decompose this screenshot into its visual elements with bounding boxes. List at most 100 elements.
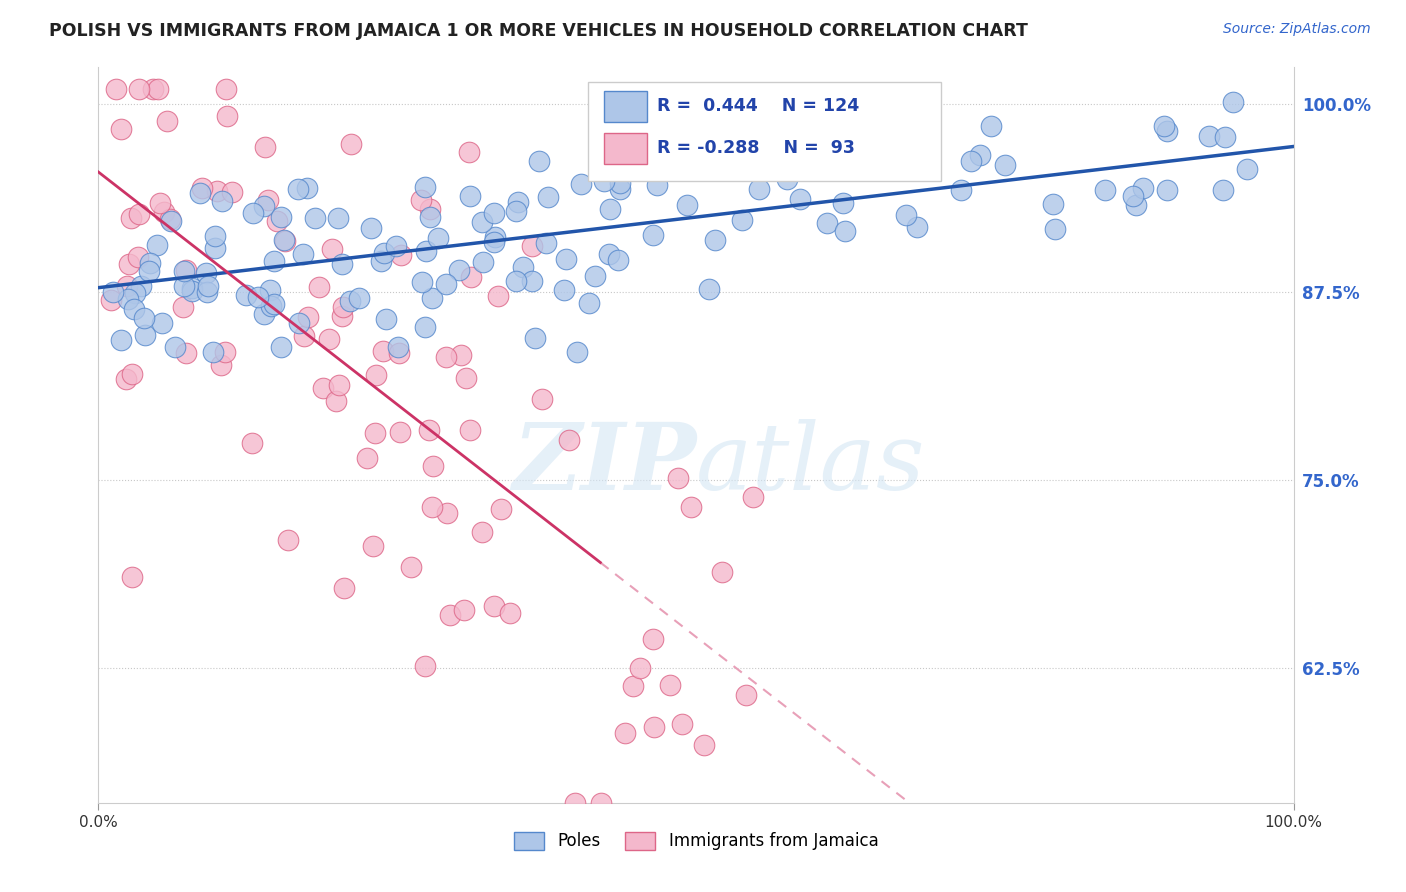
Point	[273, 234, 295, 248]
Point	[188, 186, 211, 200]
Point	[741, 490, 763, 504]
Point	[499, 606, 522, 620]
Point	[163, 340, 186, 354]
Point	[697, 282, 720, 296]
Point	[195, 266, 218, 280]
Point	[160, 213, 183, 227]
Point	[1042, 197, 1064, 211]
Point	[389, 248, 412, 262]
Point	[121, 211, 143, 225]
Point	[439, 607, 461, 622]
Point	[609, 177, 631, 191]
Point	[420, 291, 443, 305]
Point	[273, 233, 295, 247]
Point	[457, 145, 479, 160]
Point	[447, 263, 470, 277]
Point	[209, 358, 232, 372]
Point	[366, 368, 388, 382]
Point	[969, 148, 991, 162]
Point	[117, 292, 139, 306]
Point	[370, 254, 392, 268]
Point	[292, 329, 315, 343]
Point	[628, 661, 651, 675]
Point	[411, 275, 433, 289]
Point	[202, 345, 225, 359]
Point	[693, 738, 716, 752]
Point	[537, 190, 560, 204]
Point	[384, 239, 406, 253]
Point	[387, 340, 409, 354]
Point	[512, 260, 534, 275]
Point	[204, 229, 226, 244]
Point	[259, 283, 281, 297]
Text: R = -0.288    N =  93: R = -0.288 N = 93	[657, 139, 855, 157]
Point	[658, 677, 681, 691]
Point	[110, 122, 132, 136]
Point	[173, 279, 195, 293]
Point	[419, 202, 441, 216]
Point	[789, 192, 811, 206]
Point	[1132, 181, 1154, 195]
Point	[831, 196, 853, 211]
Point	[418, 423, 440, 437]
Point	[263, 296, 285, 310]
Point	[1125, 198, 1147, 212]
Point	[524, 331, 547, 345]
Point	[214, 345, 236, 359]
Point	[411, 193, 433, 207]
Point	[138, 264, 160, 278]
Point	[326, 211, 349, 226]
Point	[486, 289, 509, 303]
Point	[419, 210, 441, 224]
Point	[150, 316, 173, 330]
Point	[191, 180, 214, 194]
Point	[450, 348, 472, 362]
Point	[297, 181, 319, 195]
Point	[422, 500, 444, 515]
Point	[146, 238, 169, 252]
Point	[240, 436, 263, 450]
Point	[128, 207, 150, 221]
Point	[534, 236, 557, 251]
Point	[103, 285, 125, 300]
Point	[297, 310, 319, 325]
Point	[1156, 124, 1178, 138]
Point	[304, 211, 326, 225]
Point	[522, 274, 544, 288]
Legend: Poles, Immigrants from Jamaica: Poles, Immigrants from Jamaica	[508, 825, 884, 857]
Point	[197, 279, 219, 293]
Point	[339, 136, 361, 151]
Point	[156, 113, 179, 128]
Point	[242, 206, 264, 220]
Point	[118, 257, 141, 271]
Point	[460, 423, 482, 437]
Point	[292, 246, 315, 260]
Point	[593, 174, 616, 188]
Point	[471, 525, 494, 540]
Point	[554, 252, 576, 266]
Point	[583, 268, 606, 283]
Point	[422, 459, 444, 474]
Point	[235, 288, 257, 302]
Point	[815, 216, 838, 230]
Point	[128, 82, 150, 96]
Point	[312, 381, 335, 395]
Point	[641, 632, 664, 647]
Point	[413, 659, 436, 673]
Point	[434, 277, 457, 291]
Point	[531, 392, 554, 406]
Text: ZIP: ZIP	[512, 419, 696, 509]
Point	[458, 189, 481, 203]
Point	[671, 716, 693, 731]
Point	[641, 227, 664, 242]
Point	[696, 118, 718, 132]
Point	[520, 239, 543, 253]
Point	[259, 299, 281, 313]
Point	[471, 255, 494, 269]
Point	[172, 300, 194, 314]
Point	[288, 316, 311, 330]
Point	[607, 253, 630, 268]
Point	[173, 264, 195, 278]
Point	[614, 726, 637, 740]
Point	[484, 599, 506, 614]
